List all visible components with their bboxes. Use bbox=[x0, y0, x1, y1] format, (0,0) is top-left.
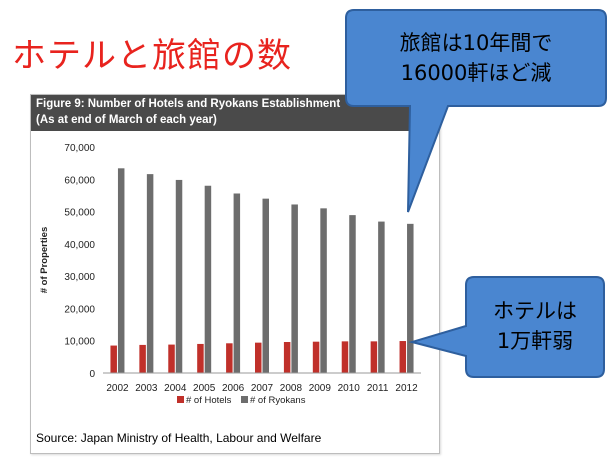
y-tick-label: 20,000 bbox=[64, 304, 95, 315]
callout-hotel-line1: ホテルは bbox=[493, 299, 577, 323]
bar-chart: 0 10,000 20,000 30,000 40,000 50,000 60,000 70,… bbox=[39, 141, 421, 406]
x-tick-label: 2009 bbox=[309, 383, 332, 394]
bar-hotels bbox=[283, 342, 291, 373]
y-tick-label: 30,000 bbox=[64, 272, 95, 283]
callout-hotel-line2: 1万軒弱 bbox=[496, 329, 574, 353]
bar-hotels bbox=[197, 343, 204, 373]
legend-swatch bbox=[177, 396, 184, 403]
chart-panel: Figure 9: Number of Hotels and Ryokans E… bbox=[30, 94, 440, 454]
legend-label: # of Hotels bbox=[186, 395, 232, 406]
plot-area bbox=[103, 141, 421, 373]
bar-ryokans bbox=[291, 204, 298, 373]
callout-ryokan-line1: 旅館は10年間で bbox=[399, 31, 553, 55]
bar-hotels bbox=[370, 341, 378, 373]
y-tick-label: 70,000 bbox=[64, 143, 95, 154]
x-tick-label: 2002 bbox=[106, 383, 129, 394]
bar-ryokans bbox=[262, 198, 269, 373]
y-axis-label: # of Properties bbox=[39, 227, 50, 294]
chart-title: Figure 9: Number of Hotels and Ryokans E… bbox=[36, 98, 341, 110]
bar-hotels bbox=[312, 341, 320, 373]
bar-ryokans bbox=[117, 168, 125, 373]
bar-ryokans bbox=[378, 221, 385, 373]
x-tick-label: 2010 bbox=[338, 383, 361, 394]
bar-ryokans bbox=[175, 179, 183, 373]
callout-ryokan-bubble bbox=[345, 9, 607, 213]
y-tick-label: 40,000 bbox=[64, 240, 95, 251]
y-tick-label: 0 bbox=[89, 369, 95, 380]
y-tick-label: 10,000 bbox=[64, 337, 95, 348]
callout-hotel: ホテルは 1万軒弱 bbox=[466, 296, 604, 356]
bar-ryokans bbox=[407, 223, 414, 373]
x-tick-label: 2005 bbox=[193, 383, 216, 394]
callout-ryokan-line2: 16000軒ほど減 bbox=[400, 61, 552, 85]
bar-hotels bbox=[255, 342, 262, 373]
legend-swatch bbox=[241, 396, 248, 403]
legend-label: # of Ryokans bbox=[250, 395, 306, 406]
callout-ryokan: 旅館は10年間で 16000軒ほど減 bbox=[346, 28, 606, 88]
chart-header: Figure 9: Number of Hotels and Ryokans E… bbox=[31, 95, 439, 131]
x-tick-label: 2012 bbox=[395, 383, 418, 394]
chart-source: Source: Japan Ministry of Health, Labour… bbox=[36, 431, 322, 445]
bar-hotels bbox=[139, 344, 146, 373]
y-tick-label: 60,000 bbox=[64, 175, 95, 186]
bar-ryokans bbox=[320, 208, 327, 373]
bar-hotels bbox=[110, 345, 117, 373]
callout-hotel-bubble bbox=[408, 276, 605, 378]
bar-hotels bbox=[168, 344, 175, 373]
bar-ryokans bbox=[233, 193, 241, 373]
chart-subtitle: (As at end of March of each year) bbox=[36, 114, 217, 126]
bar-hotels bbox=[399, 341, 407, 373]
x-tick-label: 2008 bbox=[280, 383, 303, 394]
main-title: ホテルと旅館の数 bbox=[12, 36, 292, 76]
bar-hotels bbox=[341, 341, 349, 373]
x-tick-label: 2004 bbox=[164, 383, 187, 394]
x-tick-label: 2007 bbox=[251, 383, 274, 394]
x-tick-label: 2011 bbox=[367, 383, 389, 394]
bar-ryokans bbox=[349, 215, 356, 373]
x-tick-label: 2003 bbox=[135, 383, 158, 394]
bar-hotels bbox=[226, 343, 233, 373]
y-tick-label: 50,000 bbox=[64, 208, 95, 219]
x-tick-label: 2006 bbox=[222, 383, 245, 394]
bar-ryokans bbox=[204, 185, 212, 373]
bar-ryokans bbox=[146, 174, 154, 373]
